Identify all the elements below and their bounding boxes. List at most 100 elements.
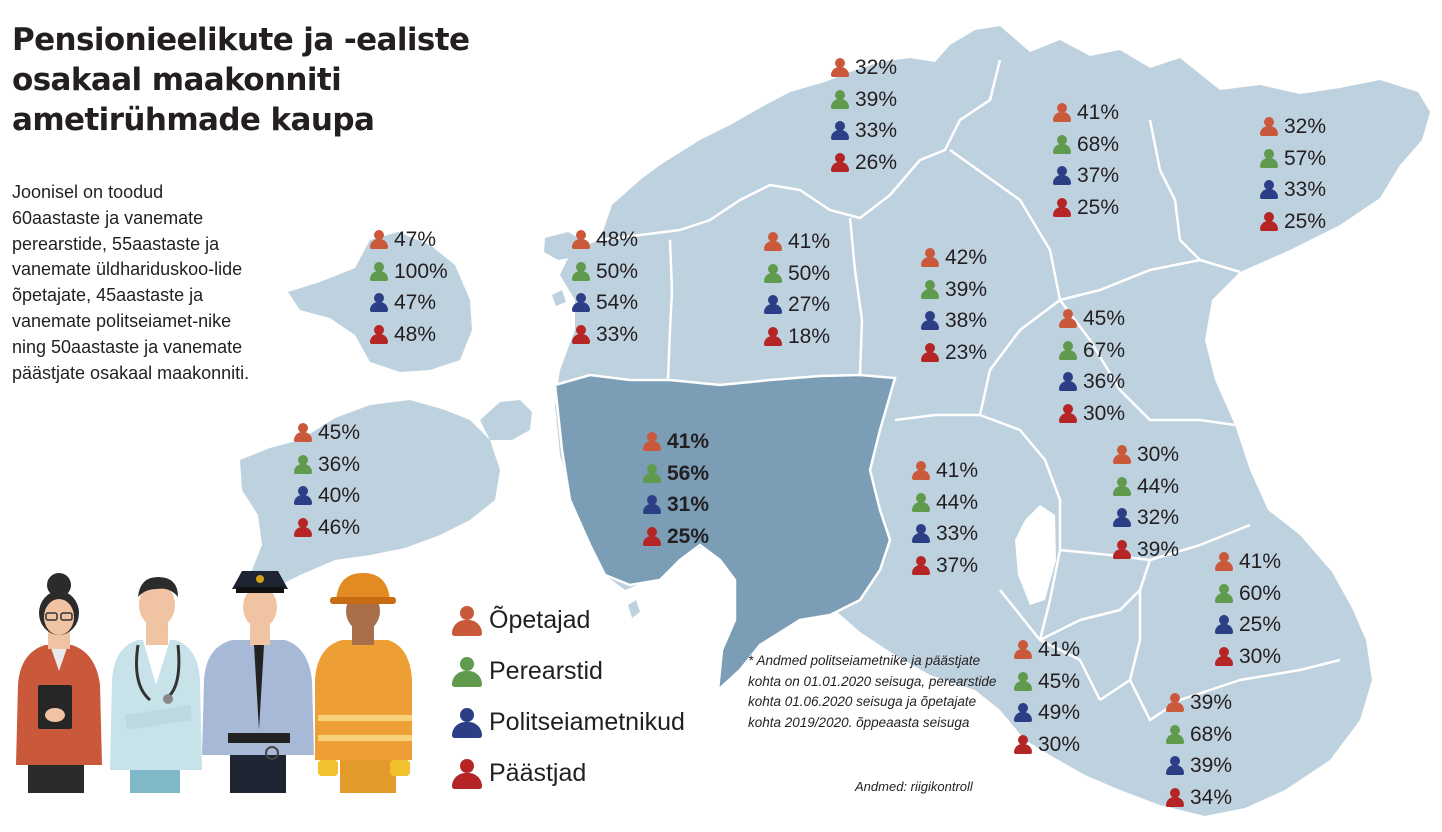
stat-perearstid: 36% (294, 449, 360, 481)
stat-opetajad: 48% (572, 224, 638, 256)
stat-politseiametnikud: 31% (643, 489, 709, 521)
stat-perearstid: 44% (912, 487, 978, 519)
stat-politseiametnikud: 37% (1053, 160, 1119, 192)
person-icon (1053, 134, 1071, 154)
person-icon (643, 432, 661, 451)
person-icon (831, 121, 849, 141)
person-icon (1260, 148, 1278, 168)
person-icon (912, 492, 930, 512)
county-borders (599, 59, 1341, 722)
region-laane-virumaa: 41% 68% 37% 25% (1053, 97, 1119, 224)
stat-politseiametnikud: 36% (1059, 366, 1125, 398)
person-icon (1113, 476, 1131, 496)
stat-politseiametnikud: 54% (572, 287, 638, 319)
person-icon (294, 423, 312, 442)
stat-politseiametnikud: 33% (912, 518, 978, 550)
small-island (552, 290, 566, 306)
region-parnumaa: 41% 56% 31% 25% (643, 426, 709, 553)
region-viljandimaa: 41% 44% 33% 37% (912, 455, 978, 582)
person-icon (1215, 583, 1233, 603)
region-saaremaa: 45% 36% 40% 46% (294, 417, 360, 544)
doctor-illustration (110, 577, 202, 793)
firefighter-illustration (315, 573, 412, 793)
region-polvamaa: 41% 60% 25% 30% (1215, 546, 1281, 673)
person-icon (1260, 117, 1278, 136)
page-title: Pensionieelikute ja -ealiste osakaal maa… (12, 22, 470, 138)
stat-paastjad: 30% (1059, 398, 1125, 430)
person-icon (764, 327, 782, 347)
region-jogevamaa: 45% 67% 36% 30% (1059, 303, 1125, 430)
person-icon (921, 279, 939, 299)
person-icon (912, 524, 930, 544)
stat-opetajad: 41% (1215, 546, 1281, 578)
legend-perearstid: Perearstid (452, 646, 685, 697)
stat-politseiametnikud: 47% (370, 287, 448, 319)
stat-perearstid: 68% (1053, 129, 1119, 161)
stat-paastjad: 48% (370, 319, 448, 351)
stat-perearstid: 44% (1113, 471, 1179, 503)
person-icon (1053, 198, 1071, 218)
region-hiiumaa: 47% 100% 47% 48% (370, 224, 448, 351)
person-icon (572, 261, 590, 281)
legend-paastjad: Päästjad (452, 748, 685, 799)
stat-perearstid: 100% (370, 256, 448, 288)
person-icon (1260, 212, 1278, 232)
region-laanemaa: 48% 50% 54% 33% (572, 224, 638, 351)
region-tartumaa: 30% 44% 32% 39% (1113, 439, 1179, 566)
stat-perearstid: 50% (764, 258, 830, 290)
region-vorumaa: 39% 68% 39% 34% (1166, 687, 1232, 814)
stat-opetajad: 32% (831, 52, 897, 84)
person-icon (572, 325, 590, 345)
stat-politseiametnikud: 33% (1260, 174, 1326, 206)
stat-politseiametnikud: 25% (1215, 609, 1281, 641)
police-illustration (202, 571, 314, 793)
stat-paastjad: 34% (1166, 782, 1232, 814)
region-raplamaa: 41% 50% 27% 18% (764, 226, 830, 353)
person-icon (831, 153, 849, 173)
person-icon (1166, 756, 1184, 776)
stat-paastjad: 30% (1215, 641, 1281, 673)
legend-opetajad: Õpetajad (452, 595, 685, 646)
person-icon (1059, 372, 1077, 392)
stat-opetajad: 41% (1053, 97, 1119, 129)
stat-politseiametnikud: 49% (1014, 697, 1080, 729)
person-icon (643, 495, 661, 515)
person-icon (452, 606, 482, 636)
stat-opetajad: 41% (912, 455, 978, 487)
stat-perearstid: 39% (921, 274, 987, 306)
person-icon (1166, 693, 1184, 712)
stat-perearstid: 68% (1166, 719, 1232, 751)
person-icon (294, 518, 312, 538)
region-harjumaa: 32% 39% 33% 26% (831, 52, 897, 179)
region-ida-virumaa: 32% 57% 33% 25% (1260, 111, 1326, 238)
stat-perearstid: 39% (831, 84, 897, 116)
person-icon (370, 293, 388, 313)
person-icon (1014, 640, 1032, 659)
person-icon (921, 311, 939, 331)
region-jarvamaa: 42% 39% 38% 23% (921, 242, 987, 369)
parnumaa-area (553, 373, 897, 694)
stat-paastjad: 37% (912, 550, 978, 582)
person-icon (921, 343, 939, 363)
person-icon (294, 486, 312, 506)
person-icon (294, 454, 312, 474)
legend: Õpetajad Perearstid Politseiametnikud Pä… (452, 595, 685, 799)
person-icon (1113, 508, 1131, 528)
person-icon (831, 58, 849, 77)
person-icon (764, 232, 782, 251)
stat-paastjad: 33% (572, 319, 638, 351)
stat-opetajad: 42% (921, 242, 987, 274)
muhu-island (480, 400, 532, 440)
person-icon (643, 527, 661, 547)
person-icon (921, 248, 939, 267)
person-icon (370, 230, 388, 249)
person-icon (452, 657, 482, 687)
person-icon (370, 325, 388, 345)
person-icon (912, 461, 930, 480)
person-icon (370, 261, 388, 281)
stat-paastjad: 39% (1113, 534, 1179, 566)
person-icon (643, 463, 661, 483)
person-icon (1166, 724, 1184, 744)
kihnu-island (628, 600, 640, 618)
